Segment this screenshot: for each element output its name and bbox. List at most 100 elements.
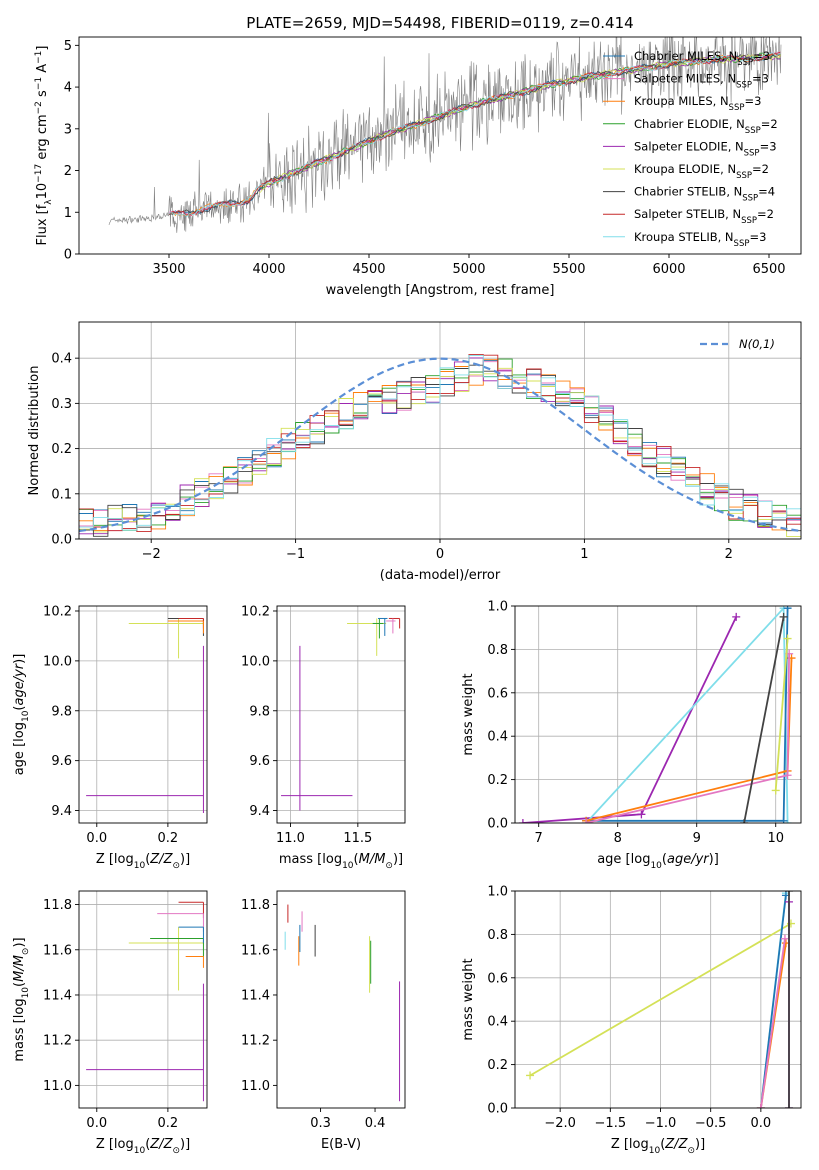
y-tick-label: 2 [64,164,72,179]
label-part: Z [log [611,1137,649,1152]
label-part: M/M [12,955,27,982]
y-tick-label: 0.4 [487,1015,508,1030]
legend-label-part: =4 [758,185,775,199]
legend-label-part: Salpeter ELODIE, N [634,139,744,153]
legend-label: Salpeter ELODIE, NSSP=3 [634,139,777,158]
legend-label-sub: SSP [736,171,752,181]
y-tick-label: 11.4 [43,988,72,1003]
x-tick-label: 9 [693,831,701,846]
legend-label-sub: SSP [742,194,758,204]
y-tick-label: 9.6 [51,754,72,769]
axes-frame [276,605,406,824]
y-tick-label: 0.0 [487,1102,508,1117]
legend-label-part: Chabrier STELIB, N [634,185,742,199]
legend-label-sub: SSP [745,126,761,136]
label-part: wavelength [Angstrom, rest frame] [326,283,555,298]
legend-label-sub: SSP [744,148,760,158]
x-tick-label: 0.0 [86,831,107,846]
figure-title: PLATE=2659, MJD=54498, FIBERID=0119, z=0… [246,14,633,32]
y-tick-label: 5 [64,39,72,54]
label-part: 10 [650,861,662,871]
x-tick-label: 0.0 [86,1116,107,1131]
x-tick-label: −2.0 [544,1116,576,1131]
legend-label: N(0,1) [739,337,775,351]
x-axis-label: age [log10(age/yr)] [597,852,719,871]
legend-label: Kroupa ELODIE, NSSP=2 [634,162,769,181]
legend-label: Chabrier MILES, NSSP=3 [634,49,770,68]
x-tick-label: 0.3 [310,1116,331,1131]
y-tick-label: 0.2 [487,1058,508,1073]
legend-label-part: Kroupa ELODIE, N [634,162,736,176]
weight-line-kroupa-elodie [774,638,789,791]
y-tick-label: 9.8 [51,704,72,719]
plot-area [108,37,782,233]
label-part: 10 [21,987,31,999]
label-part: ⊙ [385,861,393,871]
x-tick-label: −1.0 [645,1116,677,1131]
plot-area [79,354,801,538]
x-tick-label: 8 [614,831,622,846]
label-part: Z/Z [664,1137,688,1152]
z-vs-mass-panel: 0.0 0.211.011.211.411.611.8Z [log10(Z/Z⊙)… [12,890,208,1156]
x-tick-label: −2 [142,547,161,562]
y-tick-label: 10.2 [43,604,72,619]
y-tick-label: 11.0 [43,1079,72,1094]
model-line-kroupa-stelib [168,51,781,218]
model-line-chabrier-stelib [168,53,781,215]
residuals-panel: −2 −1 0 1 2 0.0 0.1 0.2 0.3 0.4 (data-model)/error… [27,321,802,583]
label-part: age/yr [667,852,710,867]
y-tick-label: 11.8 [43,898,72,913]
label-part: ] [35,46,50,51]
label-part: Z/Z [149,852,173,867]
weight-line-kroupa-elodie [529,922,792,1077]
x-tick-label: 0.2 [158,1116,179,1131]
plot-area [526,891,795,1108]
weight-marker-kroupa-elodie [771,786,780,795]
x-axis-label: Z [log10(Z/Z⊙)] [611,1137,705,1156]
x-axis-label: Z [log10(Z/Z⊙)] [96,852,190,871]
x-axis-label: wavelength [Angstrom, rest frame] [326,283,555,298]
label-part: )] [12,937,27,947]
y-tick-label: 10.0 [43,654,72,669]
label-part: age [log [12,722,27,775]
ebv-vs-mass-panel: 0.3 0.4 11.0 11.2 11.4 11.6 11.8 E(B-V) [241,890,406,1152]
label-part: )] [695,1137,705,1152]
y-tick-label: 0.2 [487,773,508,788]
weight-marker-chabrier-stelib [779,612,788,621]
label-part: ( [12,706,27,711]
legend-label-part: =2 [757,207,774,221]
legend-label-sub: SSP [734,239,750,249]
label-part: 10 [649,1146,661,1156]
normal-curve [79,357,801,533]
legend-label: Salpeter STELIB, NSSP=2 [634,207,774,226]
y-tick-label: 10.2 [241,604,270,619]
label-part: mass weight [461,958,476,1040]
plot-area [86,617,204,814]
label-part: 10 [342,861,354,871]
x-tick-label: 3500 [152,262,185,277]
label-part: ( [354,852,359,867]
axes-frame [78,321,802,540]
label-part: age [log [597,852,650,867]
y-axis-label: mass [log10(M/M⊙)] [12,937,31,1061]
label-part: ⊙ [172,1146,180,1156]
y-axis-label: mass weight [461,958,476,1040]
x-tick-label: 4000 [252,262,285,277]
label-part: )] [709,852,719,867]
x-tick-label: 5000 [452,262,485,277]
label-part: (data-model)/error [380,568,501,583]
label-part: λ [44,199,54,205]
grid [79,891,207,1108]
histogram-kroupa-stelib [79,355,801,531]
spectrum-panel: 3500 4000 4500 5000 5500 6000 6500 0 1 2 3 4 5 wavele… [34,36,802,298]
axes-frame [514,605,802,824]
label-part: mass [log [279,852,342,867]
weight-line-salpeter-miles [760,938,786,1108]
y-tick-label: 11.6 [241,943,270,958]
y-tick-label: 0.0 [487,817,508,832]
grid [277,606,405,823]
y-tick-label: 0.2 [51,442,72,457]
legend-label: Chabrier ELODIE, NSSP=2 [634,117,778,136]
